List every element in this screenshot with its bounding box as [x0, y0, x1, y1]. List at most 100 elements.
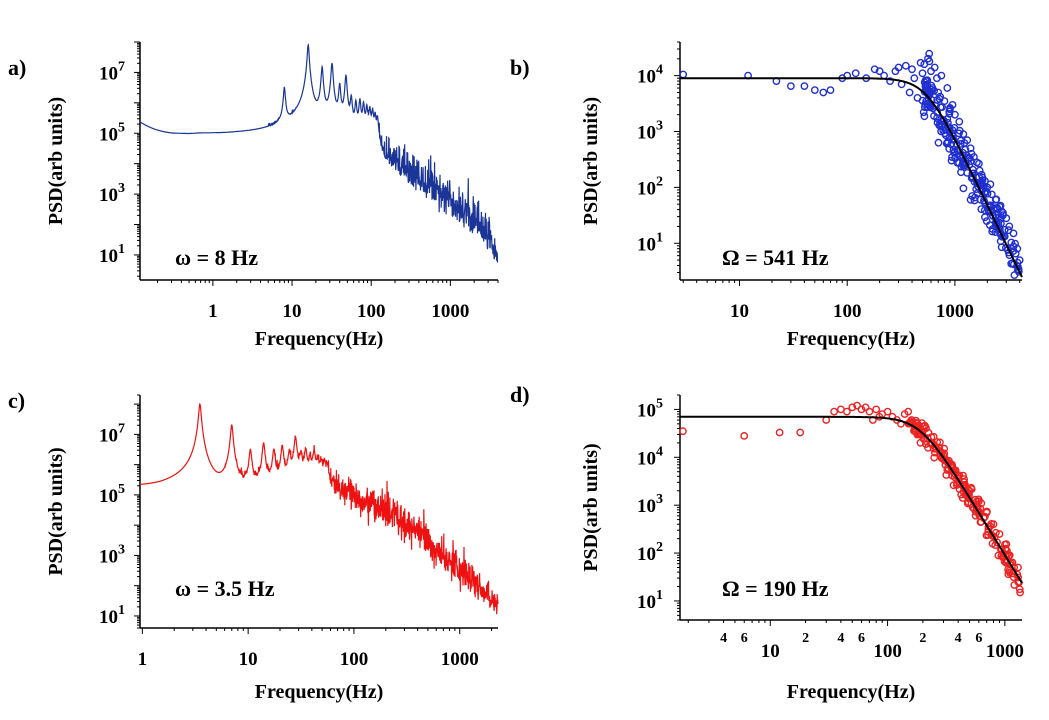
- x-tick-label: 100: [833, 301, 862, 322]
- y-tick-label: 105: [99, 482, 125, 507]
- data-point: [830, 407, 838, 416]
- data-point: [904, 407, 913, 416]
- data-point: [975, 159, 983, 168]
- x-axis-title: Frequency(Hz): [255, 681, 384, 703]
- panel-b: b) 101 102 103 104 10 100 1000 Frequency(Hz) PSD(…: [510, 41, 1024, 350]
- data-point: [916, 58, 925, 67]
- y-tick-label: 105: [637, 396, 663, 421]
- data-point: [981, 213, 989, 222]
- y-axis-title: PSD(arb units): [45, 447, 67, 575]
- data-point: [952, 481, 961, 489]
- y-tick-label: 103: [637, 492, 663, 517]
- y-tick-label: 104: [637, 63, 663, 88]
- data-point: [955, 117, 964, 126]
- data-point: [922, 440, 930, 448]
- data-point: [943, 84, 952, 92]
- data-point: [1015, 585, 1024, 594]
- data-point: [934, 138, 943, 147]
- data-point: [955, 129, 963, 138]
- data-point: [954, 477, 963, 486]
- data-point: [967, 149, 976, 158]
- data-point: [923, 81, 932, 90]
- x-tick-label: 1000: [441, 649, 479, 670]
- panel-a: a) 101 103 105 107 1 10 100 1000 Frequency(Hz) PSD…: [8, 41, 499, 350]
- x-tick-label: 10: [730, 301, 749, 322]
- data-point: [946, 104, 954, 112]
- data-point: [997, 243, 1006, 252]
- data-point: [819, 88, 828, 97]
- data-point: [930, 453, 939, 462]
- x-tick-label: 1: [138, 649, 148, 670]
- data-point: [930, 112, 938, 120]
- data-point: [775, 428, 784, 437]
- x-axis-title: Frequency(Hz): [255, 328, 384, 350]
- data-point: [1001, 551, 1010, 560]
- x-minor-tick-label: 6: [975, 631, 982, 646]
- data-point: [937, 122, 946, 131]
- data-point: [1010, 581, 1019, 589]
- data-point: [848, 403, 857, 412]
- x-minor-tick-label: 2: [802, 631, 809, 646]
- panel-annotation: Ω = 541 Hz: [722, 245, 829, 270]
- x-tick-label: 1000: [936, 301, 974, 322]
- data-point: [923, 99, 931, 108]
- data-point: [982, 531, 991, 540]
- data-point: [977, 205, 986, 214]
- data-point: [894, 63, 903, 72]
- x-minor-tick-label: 4: [837, 631, 844, 646]
- data-point: [997, 545, 1005, 554]
- y-tick-label: 101: [637, 230, 663, 255]
- data-point: [843, 407, 851, 416]
- data-point: [800, 82, 809, 91]
- data-point: [679, 427, 687, 436]
- data-point: [951, 110, 959, 119]
- data-point: [810, 86, 819, 95]
- data-point: [919, 108, 928, 117]
- data-point: [924, 54, 932, 63]
- data-point: [936, 438, 944, 447]
- x-axis-title: Frequency(Hz): [787, 681, 916, 703]
- psd-series-line: [140, 402, 499, 615]
- data-point: [920, 421, 929, 430]
- y-axis-title: PSD(arb units): [580, 443, 602, 571]
- data-point: [918, 69, 927, 78]
- x-tick-label: 100: [357, 301, 386, 322]
- data-point: [1007, 238, 1016, 247]
- data-point: [937, 71, 946, 80]
- x-tick-label: 10: [239, 649, 258, 670]
- panel-c: c) 101 103 105 107 1 10 100 1000 Frequency(Hz) PSD…: [8, 388, 499, 703]
- y-tick-label: 101: [637, 588, 663, 613]
- x-tick-label: 10: [283, 301, 302, 322]
- y-axis-title: PSD(arb units): [45, 97, 67, 225]
- data-point: [931, 101, 940, 110]
- data-point: [857, 405, 866, 414]
- y-tick-label: 101: [99, 603, 125, 628]
- data-point: [679, 70, 688, 79]
- data-point: [925, 49, 934, 58]
- x-tick-label: 1000: [431, 301, 469, 322]
- data-point: [910, 422, 919, 431]
- data-point: [1014, 573, 1022, 582]
- panel-annotation: ω = 8 Hz: [175, 245, 258, 270]
- y-tick-label: 103: [99, 542, 125, 567]
- data-point: [945, 144, 954, 153]
- y-tick-label: 103: [99, 181, 125, 206]
- x-tick-label: 100: [340, 649, 369, 670]
- y-tick-label: 107: [99, 59, 125, 84]
- data-point: [787, 82, 795, 91]
- x-tick-label: 1000: [986, 641, 1024, 662]
- data-point: [870, 65, 879, 74]
- psd-series-line: [139, 42, 499, 263]
- data-point: [945, 107, 954, 116]
- data-point: [939, 126, 948, 135]
- data-point: [1009, 242, 1018, 251]
- data-point: [796, 428, 805, 437]
- data-point: [994, 213, 1003, 222]
- data-point: [861, 403, 870, 412]
- data-point: [986, 207, 995, 216]
- data-point: [917, 428, 925, 437]
- data-point: [910, 74, 919, 83]
- data-point: [982, 187, 990, 196]
- data-point: [949, 145, 958, 154]
- y-tick-label: 102: [637, 174, 663, 199]
